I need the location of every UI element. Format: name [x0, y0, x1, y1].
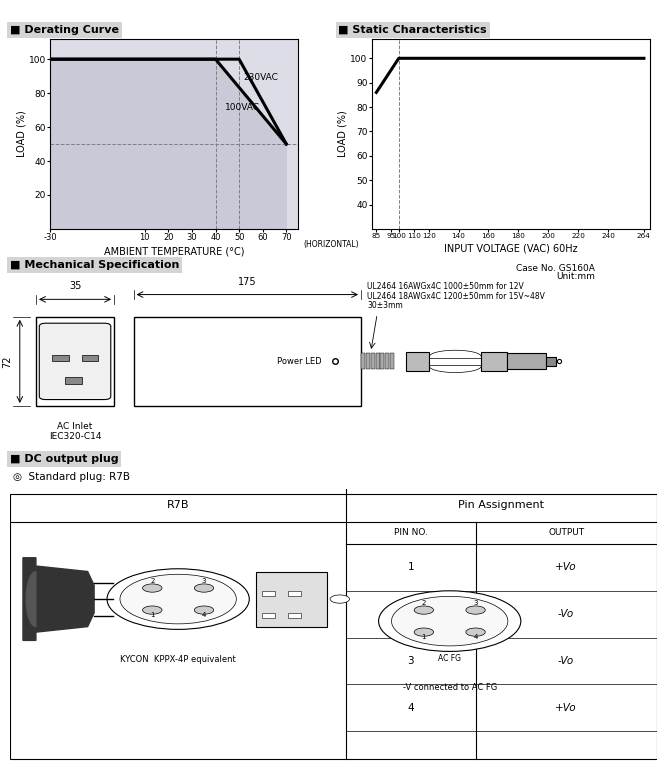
- Circle shape: [120, 574, 237, 624]
- Bar: [262, 591, 275, 596]
- Bar: [82, 355, 98, 362]
- Bar: [288, 591, 301, 596]
- Text: 230VAC: 230VAC: [244, 72, 279, 81]
- Bar: [546, 357, 556, 366]
- Text: 72: 72: [2, 355, 12, 368]
- Circle shape: [194, 584, 214, 592]
- Text: 2: 2: [407, 609, 414, 619]
- Bar: [376, 353, 379, 369]
- X-axis label: AMBIENT TEMPERATURE (°C): AMBIENT TEMPERATURE (°C): [104, 246, 245, 256]
- Text: 175: 175: [238, 276, 257, 286]
- Text: ◎  Standard plug: R7B: ◎ Standard plug: R7B: [13, 472, 131, 482]
- Circle shape: [414, 606, 433, 615]
- Bar: [390, 353, 394, 369]
- Polygon shape: [50, 59, 286, 229]
- Text: AC FG: AC FG: [438, 654, 461, 663]
- Text: UL2464 18AWGx4C 1200±50mm for 15V~48V: UL2464 18AWGx4C 1200±50mm for 15V~48V: [368, 292, 545, 301]
- Bar: [361, 353, 365, 369]
- FancyBboxPatch shape: [40, 323, 111, 400]
- Bar: [481, 352, 507, 371]
- Y-axis label: LOAD (%): LOAD (%): [338, 110, 348, 158]
- Text: (HORIZONTAL): (HORIZONTAL): [303, 241, 358, 249]
- Text: 1: 1: [150, 612, 155, 618]
- Polygon shape: [23, 558, 94, 640]
- Bar: [262, 613, 275, 618]
- Bar: [407, 352, 429, 371]
- Text: -V connected to AC FG: -V connected to AC FG: [403, 683, 497, 691]
- Bar: [256, 571, 327, 627]
- Text: 1: 1: [407, 563, 414, 573]
- Text: +Vo: +Vo: [555, 563, 577, 573]
- Text: PIN NO.: PIN NO.: [394, 528, 428, 538]
- Circle shape: [379, 591, 521, 651]
- Bar: [65, 377, 82, 383]
- Text: KYCON  KPPX-4P equivalent: KYCON KPPX-4P equivalent: [121, 655, 236, 664]
- Text: 2: 2: [150, 578, 155, 584]
- Text: -Vo: -Vo: [558, 656, 574, 666]
- Text: Unit:mm: Unit:mm: [556, 272, 595, 281]
- Text: UL2464 16AWGx4C 1000±50mm for 12V: UL2464 16AWGx4C 1000±50mm for 12V: [368, 282, 524, 291]
- Text: ■ Static Characteristics: ■ Static Characteristics: [338, 25, 487, 35]
- Text: Power LED: Power LED: [277, 357, 322, 365]
- Circle shape: [107, 569, 249, 629]
- Text: -Vo: -Vo: [558, 609, 574, 619]
- Circle shape: [391, 596, 508, 646]
- Text: ■ Mechanical Specification: ■ Mechanical Specification: [10, 260, 180, 270]
- Polygon shape: [26, 571, 36, 627]
- Circle shape: [194, 606, 214, 615]
- Bar: [36, 317, 114, 406]
- Text: 4: 4: [407, 703, 414, 713]
- Text: 3: 3: [473, 600, 478, 606]
- Text: 2: 2: [421, 600, 426, 606]
- Circle shape: [330, 595, 350, 603]
- Text: 35: 35: [69, 282, 81, 291]
- Bar: [52, 355, 68, 362]
- Text: 4: 4: [202, 612, 206, 618]
- Text: R7B: R7B: [167, 501, 190, 511]
- X-axis label: INPUT VOLTAGE (VAC) 60Hz: INPUT VOLTAGE (VAC) 60Hz: [444, 243, 578, 253]
- Text: 30±3mm: 30±3mm: [368, 302, 403, 310]
- Bar: [133, 317, 361, 406]
- Text: ■ Derating Curve: ■ Derating Curve: [10, 25, 119, 35]
- Circle shape: [414, 628, 433, 636]
- Bar: [371, 353, 375, 369]
- Text: Case No. GS160A: Case No. GS160A: [516, 264, 595, 273]
- Text: OUTPUT: OUTPUT: [548, 528, 584, 538]
- Text: 100VAC: 100VAC: [225, 103, 260, 112]
- Y-axis label: LOAD (%): LOAD (%): [16, 110, 26, 158]
- Text: Pin Assignment: Pin Assignment: [458, 501, 545, 511]
- Text: 3: 3: [202, 578, 206, 584]
- Circle shape: [143, 584, 162, 592]
- Text: AC Inlet
IEC320-C14: AC Inlet IEC320-C14: [49, 422, 101, 442]
- Bar: [366, 353, 370, 369]
- Text: 4: 4: [474, 635, 478, 640]
- Circle shape: [466, 628, 485, 636]
- Bar: [507, 353, 546, 369]
- Circle shape: [466, 606, 485, 615]
- Circle shape: [143, 606, 162, 615]
- Text: +Vo: +Vo: [555, 703, 577, 713]
- Text: 1: 1: [421, 635, 426, 640]
- Text: ■ DC output plug: ■ DC output plug: [10, 454, 119, 464]
- Bar: [385, 353, 389, 369]
- Bar: [288, 613, 301, 618]
- Bar: [381, 353, 385, 369]
- Text: 3: 3: [407, 656, 414, 666]
